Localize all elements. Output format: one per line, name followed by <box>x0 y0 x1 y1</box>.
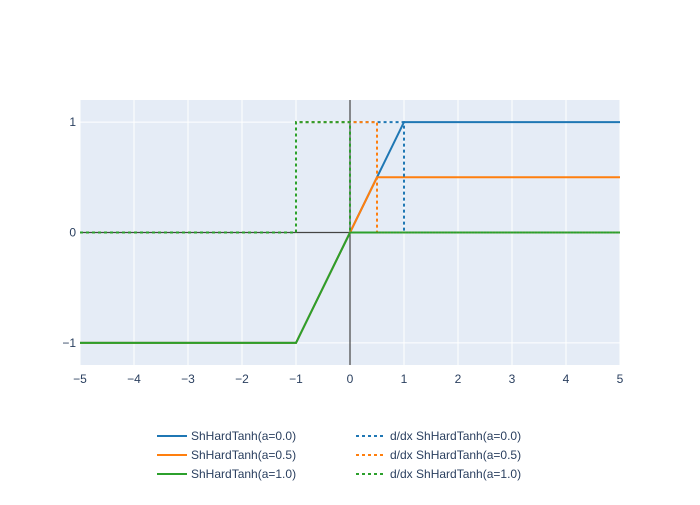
y-axis-ticks: −1 0 1 <box>62 115 76 350</box>
y-tick-label: −1 <box>62 336 76 350</box>
x-tick-label: −2 <box>235 372 249 386</box>
series-line-5 <box>80 121 620 234</box>
legend-label-0[interactable]: ShHardTanh(a=0.0) <box>191 429 296 443</box>
x-tick-label: 3 <box>509 372 516 386</box>
x-tick-label: 2 <box>455 372 462 386</box>
series-lines <box>80 121 620 344</box>
x-tick-label: −4 <box>127 372 141 386</box>
y-tick-label: 1 <box>69 115 76 129</box>
y-tick-label: 0 <box>69 226 76 240</box>
legend-label-3[interactable]: d/dx ShHardTanh(a=0.0) <box>390 429 521 443</box>
legend: ShHardTanh(a=0.0) ShHardTanh(a=0.5) ShHard… <box>157 429 521 481</box>
x-axis-ticks: −5 −4 −3 −2 −1 0 1 2 3 4 5 <box>73 372 624 386</box>
x-tick-label: 5 <box>617 372 624 386</box>
legend-label-1[interactable]: ShHardTanh(a=0.5) <box>191 448 296 462</box>
x-tick-label: 4 <box>563 372 570 386</box>
legend-label-2[interactable]: ShHardTanh(a=1.0) <box>191 467 296 481</box>
x-tick-label: −1 <box>289 372 303 386</box>
legend-label-5[interactable]: d/dx ShHardTanh(a=1.0) <box>390 467 521 481</box>
x-tick-label: −5 <box>73 372 87 386</box>
x-tick-label: 1 <box>401 372 408 386</box>
x-tick-label: 0 <box>347 372 354 386</box>
x-tick-label: −3 <box>181 372 195 386</box>
legend-label-4[interactable]: d/dx ShHardTanh(a=0.5) <box>390 448 521 462</box>
